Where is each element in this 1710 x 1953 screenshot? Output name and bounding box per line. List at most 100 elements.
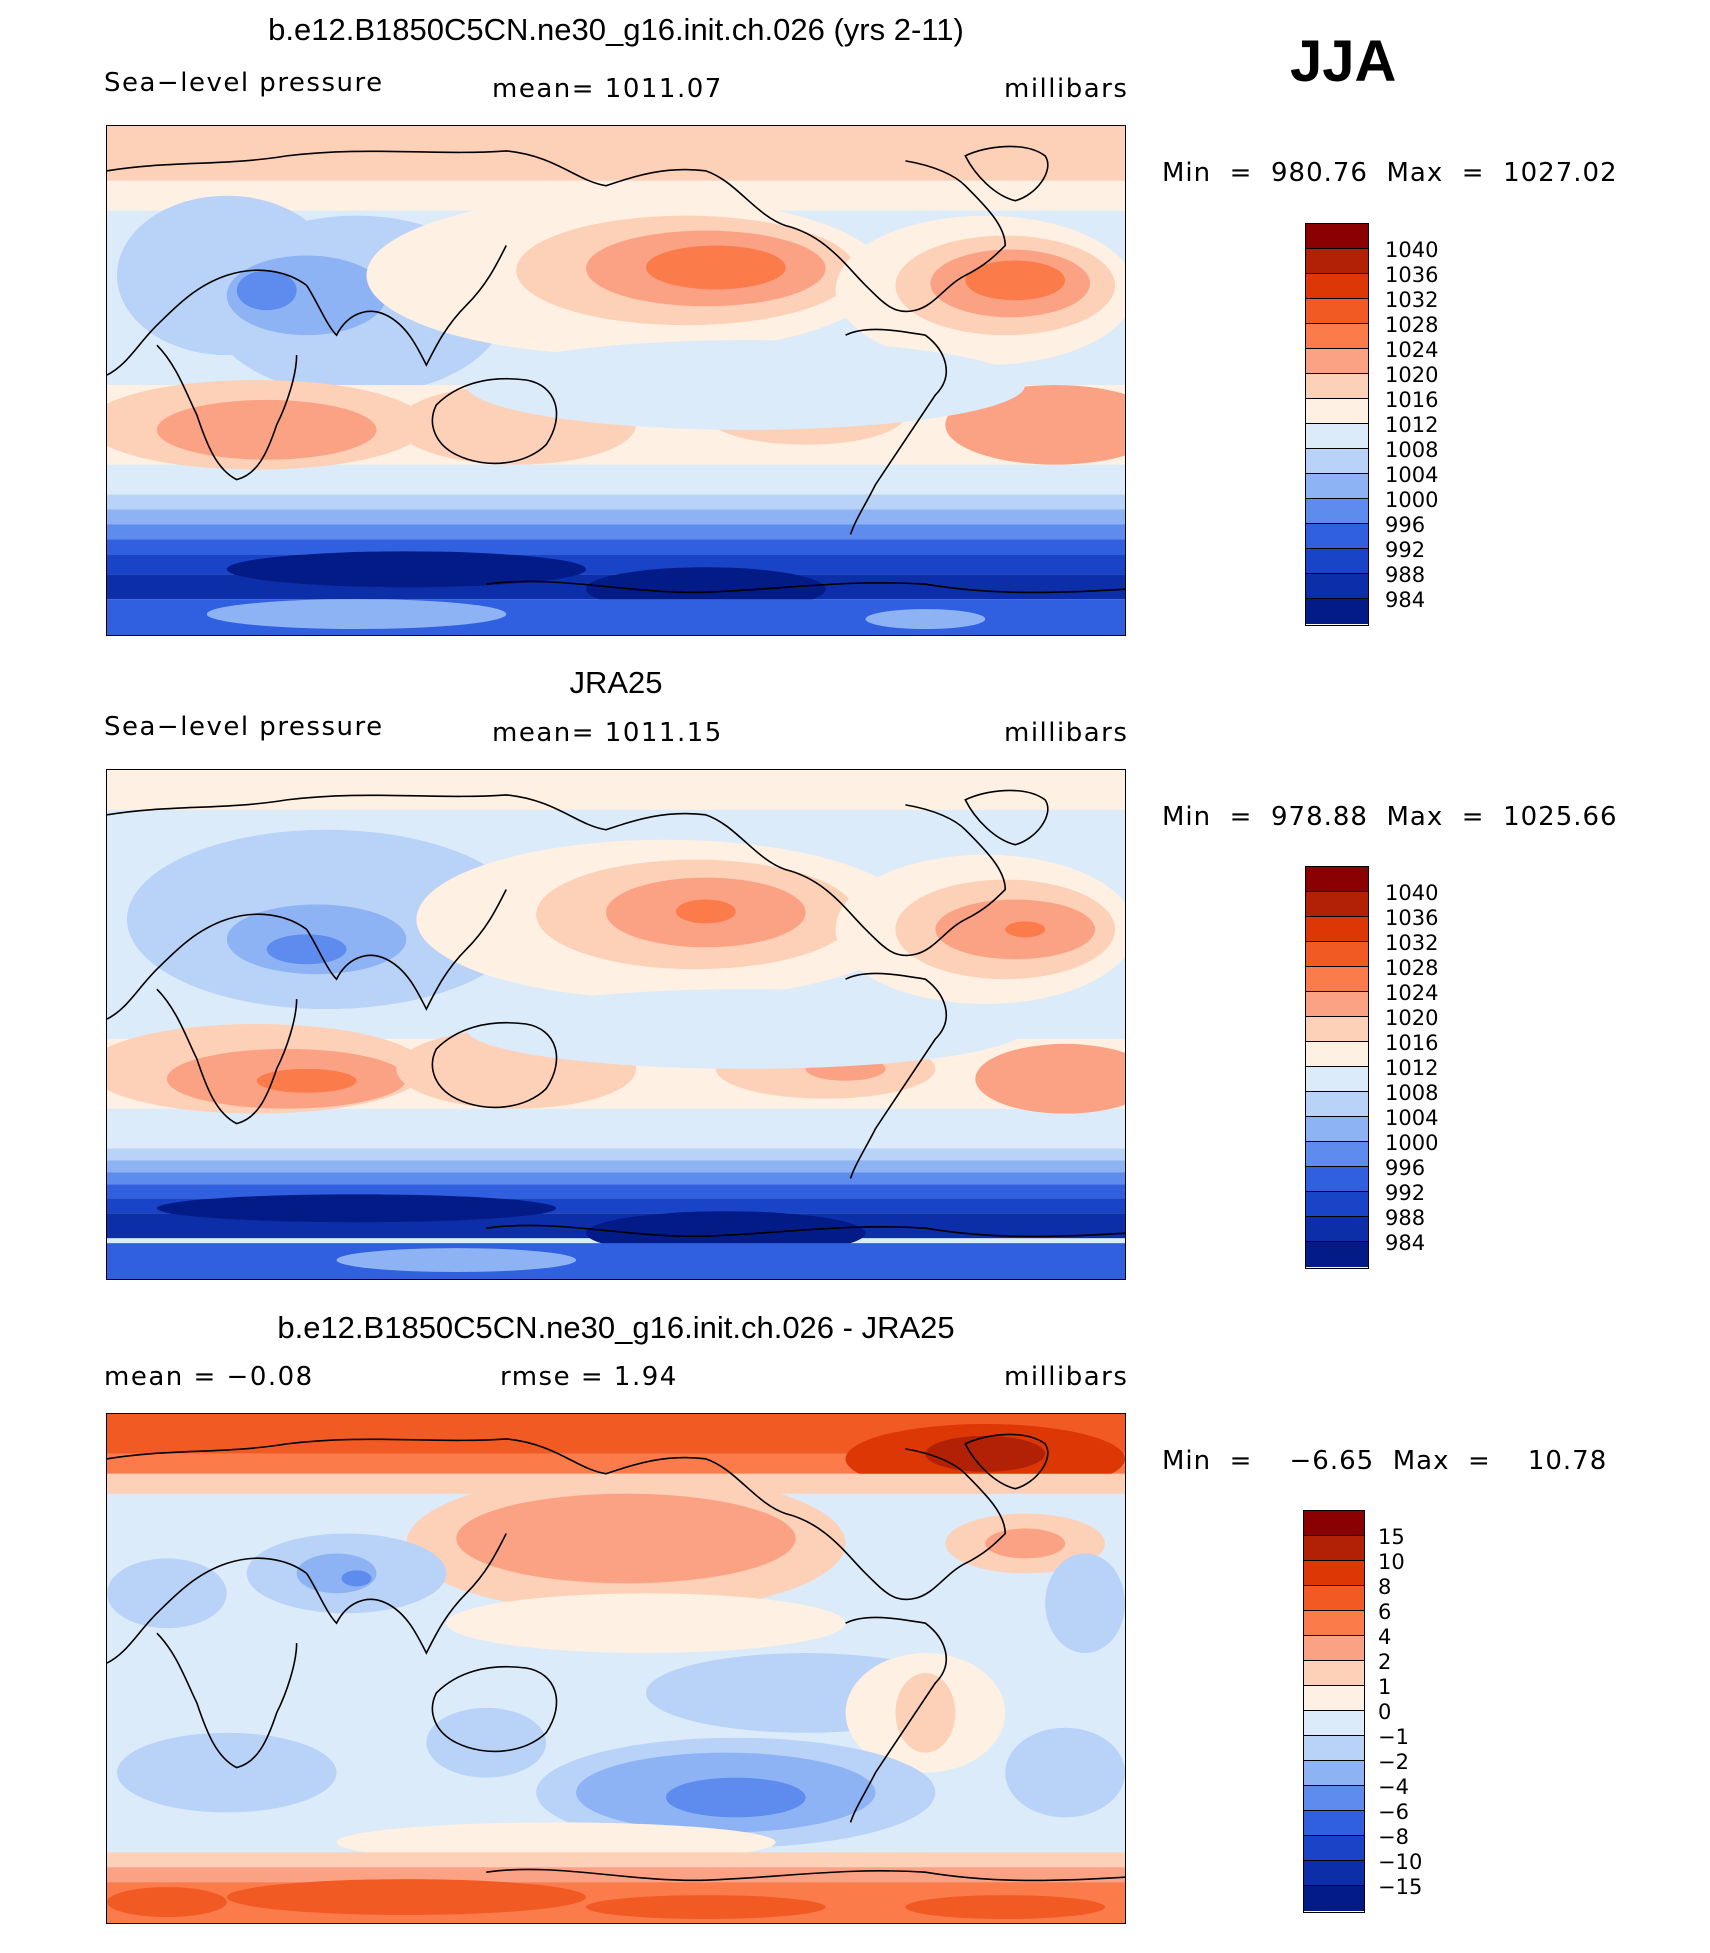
panel1-colorbar-ticks: 1040 1036 1032 1028 1024 1020 1016 1012 1008 1004… (1385, 223, 1505, 626)
panel3-colorbar-ticks: 15 10 8 6 4 2 1 0 −1 −2 −4 −6 −8 −10 −15 (1378, 1510, 1498, 1913)
colorbar-swatch (1306, 1142, 1368, 1167)
colorbar-tick-label: 1004 (1385, 1106, 1439, 1130)
colorbar-tick-label: 1016 (1385, 388, 1439, 412)
colorbar-swatch (1304, 1586, 1364, 1611)
colorbar-tick-label: 4 (1378, 1625, 1392, 1649)
colorbar-tick-label: −6 (1378, 1800, 1409, 1824)
colorbar-swatch (1306, 1017, 1368, 1042)
colorbar-swatch (1304, 1736, 1364, 1761)
colorbar-swatch (1304, 1811, 1364, 1836)
colorbar-tick-label: 1008 (1385, 438, 1439, 462)
colorbar-tick-label: 6 (1378, 1600, 1392, 1624)
panel1-mean-label: mean= 1011.07 (492, 74, 723, 104)
colorbar-swatch (1306, 1117, 1368, 1142)
colorbar-tick-label: 1028 (1385, 313, 1439, 337)
colorbar-tick-label: 15 (1378, 1525, 1405, 1549)
panel3-title: b.e12.B1850C5CN.ne30_g16.init.ch.026 - J… (277, 1310, 955, 1345)
colorbar-swatch (1304, 1711, 1364, 1736)
colorbar-tick-label: 996 (1385, 1156, 1426, 1180)
panel2-variable-label: Sea−level pressure (104, 712, 384, 742)
colorbar-swatch (1306, 942, 1368, 967)
colorbar-tick-label: 1000 (1385, 1131, 1439, 1155)
colorbar-tick-label: 988 (1385, 1206, 1426, 1230)
colorbar-swatch (1306, 324, 1368, 349)
colorbar-swatch (1304, 1761, 1364, 1786)
colorbar-tick-label: 996 (1385, 513, 1426, 537)
colorbar-tick-label: 1012 (1385, 413, 1439, 437)
colorbar-swatch (1306, 892, 1368, 917)
colorbar-swatch (1306, 1217, 1368, 1242)
colorbar-swatch (1306, 967, 1368, 992)
colorbar-tick-label: 8 (1378, 1575, 1392, 1599)
panel2-min-max: Min = 978.88 Max = 1025.66 (1162, 802, 1618, 832)
panel2-colorbar (1305, 866, 1369, 1269)
colorbar-swatch (1306, 1242, 1368, 1267)
colorbar-tick-label: −4 (1378, 1775, 1409, 1799)
colorbar-swatch (1306, 574, 1368, 599)
colorbar-swatch (1304, 1511, 1364, 1536)
colorbar-swatch (1306, 374, 1368, 399)
colorbar-tick-label: −10 (1378, 1850, 1423, 1874)
colorbar-swatch (1306, 992, 1368, 1017)
colorbar-tick-label: 992 (1385, 1181, 1426, 1205)
colorbar-swatch (1306, 1092, 1368, 1117)
colorbar-swatch (1306, 599, 1368, 624)
panel3-mean-label: mean = −0.08 (104, 1362, 314, 1392)
colorbar-swatch (1304, 1886, 1364, 1911)
panel3-colorbar (1303, 1510, 1365, 1913)
colorbar-swatch (1306, 867, 1368, 892)
panel1-colorbar (1305, 223, 1369, 626)
panel2-map (106, 769, 1126, 1280)
colorbar-swatch (1306, 1192, 1368, 1217)
colorbar-tick-label: 1020 (1385, 363, 1439, 387)
panel2-title: JRA25 (569, 665, 663, 700)
colorbar-swatch (1306, 1067, 1368, 1092)
colorbar-swatch (1306, 449, 1368, 474)
colorbar-swatch (1306, 274, 1368, 299)
colorbar-swatch (1306, 424, 1368, 449)
colorbar-tick-label: −15 (1378, 1875, 1423, 1899)
colorbar-swatch (1306, 399, 1368, 424)
colorbar-tick-label: 984 (1385, 1231, 1426, 1255)
panel1-title: b.e12.B1850C5CN.ne30_g16.init.ch.026 (yr… (268, 12, 964, 47)
panel3-rmse-label: rmse = 1.94 (500, 1362, 678, 1392)
colorbar-swatch (1304, 1661, 1364, 1686)
colorbar-tick-label: 1012 (1385, 1056, 1439, 1080)
colorbar-swatch (1306, 349, 1368, 374)
colorbar-tick-label: −2 (1378, 1750, 1409, 1774)
colorbar-tick-label: 1036 (1385, 906, 1439, 930)
colorbar-swatch (1304, 1861, 1364, 1886)
colorbar-swatch (1306, 299, 1368, 324)
colorbar-tick-label: 988 (1385, 563, 1426, 587)
colorbar-tick-label: 1008 (1385, 1081, 1439, 1105)
colorbar-swatch (1306, 249, 1368, 274)
panel1-variable-label: Sea−level pressure (104, 68, 384, 98)
colorbar-swatch (1306, 499, 1368, 524)
colorbar-swatch (1306, 917, 1368, 942)
colorbar-swatch (1304, 1636, 1364, 1661)
colorbar-tick-label: 1020 (1385, 1006, 1439, 1030)
colorbar-tick-label: 1040 (1385, 238, 1439, 262)
colorbar-swatch (1306, 474, 1368, 499)
colorbar-tick-label: 0 (1378, 1700, 1392, 1724)
colorbar-tick-label: 10 (1378, 1550, 1405, 1574)
colorbar-tick-label: −1 (1378, 1725, 1409, 1749)
colorbar-tick-label: 1028 (1385, 956, 1439, 980)
panel1-units-label: millibars (1004, 74, 1129, 104)
colorbar-tick-label: 1000 (1385, 488, 1439, 512)
colorbar-tick-label: −8 (1378, 1825, 1409, 1849)
colorbar-swatch (1306, 1167, 1368, 1192)
season-label: JJA (1290, 29, 1397, 94)
colorbar-tick-label: 1004 (1385, 463, 1439, 487)
panel3-min-max: Min = −6.65 Max = 10.78 (1162, 1446, 1608, 1476)
colorbar-swatch (1306, 224, 1368, 249)
colorbar-tick-label: 992 (1385, 538, 1426, 562)
colorbar-tick-label: 1 (1378, 1675, 1392, 1699)
panel1-min-max: Min = 980.76 Max = 1027.02 (1162, 158, 1618, 188)
colorbar-swatch (1304, 1536, 1364, 1561)
colorbar-tick-label: 1040 (1385, 881, 1439, 905)
colorbar-swatch (1304, 1686, 1364, 1711)
panel2-units-label: millibars (1004, 718, 1129, 748)
panel3-units-label: millibars (1004, 1362, 1129, 1392)
colorbar-tick-label: 1032 (1385, 931, 1439, 955)
